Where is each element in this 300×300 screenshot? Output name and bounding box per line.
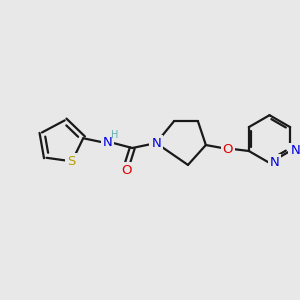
Text: N: N	[151, 136, 161, 149]
Text: O: O	[223, 142, 233, 155]
Text: H: H	[111, 130, 118, 140]
Text: S: S	[67, 155, 75, 168]
Text: N: N	[270, 156, 279, 170]
Text: O: O	[121, 164, 132, 177]
Text: N: N	[103, 136, 112, 148]
Text: N: N	[290, 145, 300, 158]
